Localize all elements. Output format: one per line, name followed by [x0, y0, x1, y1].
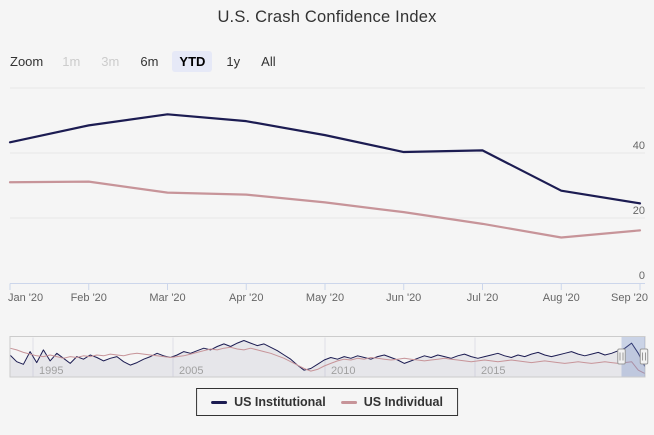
series-line-us-individual — [8, 180, 642, 239]
handle-grip-body[interactable] — [639, 348, 649, 365]
y-axis-label: 0 — [639, 270, 645, 282]
x-axis-label: Jun '20 — [386, 292, 421, 304]
legend-swatch — [211, 400, 228, 404]
navigator-series-us-individual — [9, 346, 646, 375]
navigator-year-label: 2010 — [331, 365, 355, 377]
navigator-mask-selected[interactable] — [621, 337, 646, 377]
x-axis-label: Mar '20 — [149, 292, 185, 304]
x-axis-label: Jul '20 — [467, 292, 498, 304]
x-axis-label: Feb '20 — [71, 292, 107, 304]
legend-item-us-individual[interactable]: US Individual — [340, 395, 443, 409]
range-button-ytd[interactable]: YTD — [172, 50, 213, 72]
navigator-year-label: 2005 — [179, 365, 203, 377]
range-button-3m: 3m — [101, 53, 120, 69]
legend-swatch — [340, 400, 357, 404]
navigator-series-us-institutional — [9, 340, 646, 371]
navigator-handle-left[interactable] — [617, 348, 626, 365]
series-line-us-institutional — [8, 113, 642, 205]
legend-label: US Institutional — [234, 395, 326, 409]
range-button-1y[interactable]: 1y — [226, 53, 241, 69]
legend-item-us-institutional[interactable]: US Institutional — [211, 395, 326, 409]
navigator-handle-right[interactable] — [639, 348, 649, 365]
navigator-year-label: 2015 — [481, 365, 505, 377]
handle-grip-body[interactable] — [617, 348, 626, 365]
range-selector: Zoom 1m 3m 6m YTD 1y All — [10, 48, 290, 74]
legend-label: US Individual — [363, 395, 443, 409]
chart-title: U.S. Crash Confidence Index — [217, 8, 437, 26]
legend: US Institutional US Individual — [196, 388, 458, 416]
x-axis-label: May '20 — [306, 292, 344, 304]
range-buttons-group: 1m 3m 6m YTD 1y All — [55, 50, 289, 72]
navigator-area — [10, 340, 645, 377]
x-axis-label: Aug '20 — [543, 292, 580, 304]
x-axis-label: Sep '20 — [611, 292, 648, 304]
x-axis-label: Jan '20 — [8, 292, 43, 304]
navigator-year-label: 1995 — [39, 365, 63, 377]
range-button-all[interactable]: All — [261, 53, 276, 69]
range-button-1m: 1m — [62, 53, 81, 69]
y-axis-label: 20 — [633, 205, 645, 217]
range-button-6m[interactable]: 6m — [140, 53, 159, 69]
x-axis-label: Apr '20 — [229, 292, 264, 304]
zoom-label: Zoom — [10, 53, 44, 69]
y-axis-label: 40 — [633, 140, 645, 152]
